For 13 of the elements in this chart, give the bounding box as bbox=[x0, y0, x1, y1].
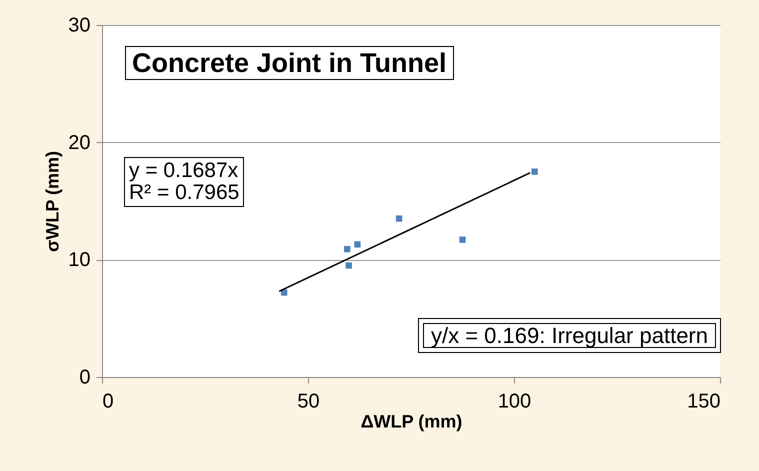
y-tick-label: 10 bbox=[68, 249, 90, 272]
annotation: y = 0.1687x R² = 0.7965 bbox=[124, 157, 244, 208]
x-tick-label: 150 bbox=[687, 390, 720, 412]
text: Concrete Joint in Tunnel bbox=[125, 46, 454, 80]
annotation: y/x = 0.169: Irregular pattern bbox=[418, 318, 721, 354]
y-tick-label: 30 bbox=[68, 14, 90, 36]
x-tick-label: 0 bbox=[102, 390, 114, 412]
x-tick-label: 100 bbox=[498, 390, 532, 412]
x-axis-title: ΔWLP (mm) bbox=[360, 412, 462, 432]
x-tick-label: 50 bbox=[297, 390, 320, 412]
y-tick-label: 0 bbox=[79, 366, 90, 388]
y-tick-label: 20 bbox=[68, 132, 90, 154]
y-axis-title: σWLP (mm) bbox=[42, 151, 62, 252]
